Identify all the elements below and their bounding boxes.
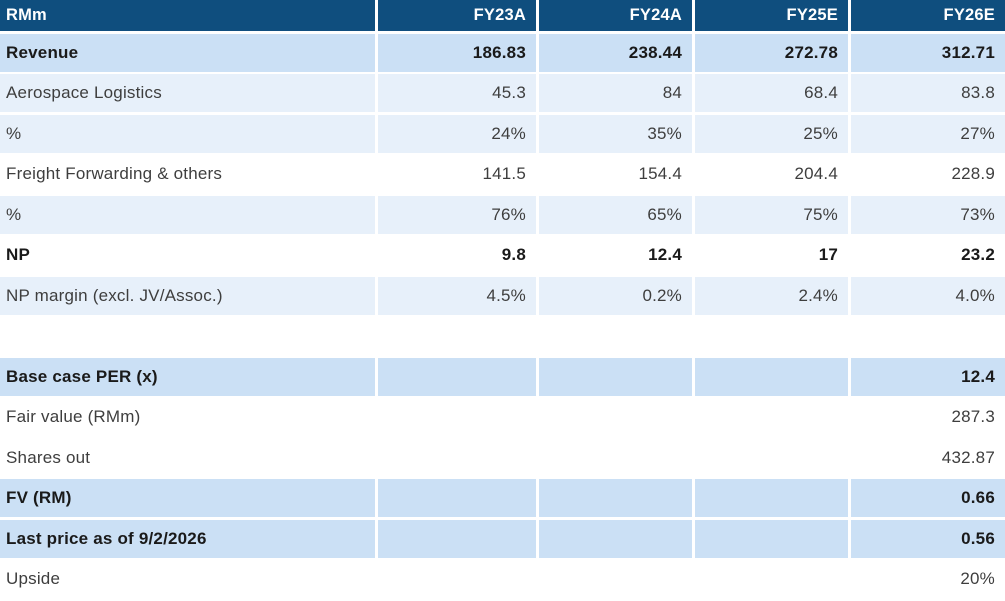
spacer-row-label [0, 317, 375, 355]
cell-value [539, 357, 692, 396]
row-label: % [0, 195, 375, 234]
cell-value: 84 [539, 74, 692, 112]
row-label: Shares out [0, 438, 375, 477]
cell-value: 23.2 [851, 236, 1005, 274]
cell-value: 312.71 [851, 33, 1005, 72]
cell-value: 238.44 [539, 33, 692, 72]
cell-value [539, 398, 692, 436]
cell-value: 12.4 [539, 236, 692, 274]
cell-value [539, 479, 692, 517]
cell-value: 24% [378, 114, 536, 153]
cell-value: 35% [539, 114, 692, 153]
cell-value: 272.78 [695, 33, 848, 72]
cell-value: 186.83 [378, 33, 536, 72]
cell-value [539, 560, 692, 598]
cell-value: 25% [695, 114, 848, 153]
cell-value [378, 438, 536, 477]
cell-value [378, 357, 536, 396]
row-label: Fair value (RMm) [0, 398, 375, 436]
cell-value: 432.87 [851, 438, 1005, 477]
cell-value: 76% [378, 195, 536, 234]
cell-value: 83.8 [851, 74, 1005, 112]
row-label: NP [0, 236, 375, 274]
header-cell-fy24a: FY24A [539, 0, 692, 31]
cell-value: 4.5% [378, 276, 536, 315]
cell-value: 65% [539, 195, 692, 234]
cell-value: 75% [695, 195, 848, 234]
spacer-cell [539, 317, 692, 355]
row-label: Revenue [0, 33, 375, 72]
row-label: Base case PER (x) [0, 357, 375, 396]
header-cell-fy23a: FY23A [378, 0, 536, 31]
cell-value [378, 519, 536, 558]
cell-value: 12.4 [851, 357, 1005, 396]
row-label: Last price as of 9/2/2026 [0, 519, 375, 558]
cell-value [695, 438, 848, 477]
cell-value: 9.8 [378, 236, 536, 274]
cell-value: 27% [851, 114, 1005, 153]
cell-value [695, 479, 848, 517]
cell-value: 141.5 [378, 155, 536, 193]
cell-value: 0.2% [539, 276, 692, 315]
cell-value: 228.9 [851, 155, 1005, 193]
cell-value: 0.66 [851, 479, 1005, 517]
cell-value: 154.4 [539, 155, 692, 193]
header-cell-unit: RMm [0, 0, 375, 31]
header-cell-fy26e: FY26E [851, 0, 1005, 31]
cell-value: 0.56 [851, 519, 1005, 558]
cell-value [539, 438, 692, 477]
cell-value: 204.4 [695, 155, 848, 193]
cell-value [378, 479, 536, 517]
row-label: Freight Forwarding & others [0, 155, 375, 193]
row-label: Aerospace Logistics [0, 74, 375, 112]
cell-value [539, 519, 692, 558]
cell-value: 68.4 [695, 74, 848, 112]
row-label: FV (RM) [0, 479, 375, 517]
row-label: NP margin (excl. JV/Assoc.) [0, 276, 375, 315]
spacer-cell [695, 317, 848, 355]
cell-value [695, 398, 848, 436]
row-label: % [0, 114, 375, 153]
cell-value [695, 519, 848, 558]
cell-value [378, 398, 536, 436]
cell-value: 73% [851, 195, 1005, 234]
cell-value [695, 560, 848, 598]
cell-value: 287.3 [851, 398, 1005, 436]
spacer-cell [378, 317, 536, 355]
cell-value [378, 560, 536, 598]
cell-value: 45.3 [378, 74, 536, 112]
cell-value: 17 [695, 236, 848, 274]
row-label: Upside [0, 560, 375, 598]
header-cell-fy25e: FY25E [695, 0, 848, 31]
cell-value: 20% [851, 560, 1005, 598]
cell-value: 4.0% [851, 276, 1005, 315]
cell-value [695, 357, 848, 396]
cell-value: 2.4% [695, 276, 848, 315]
spacer-cell [851, 317, 1005, 355]
